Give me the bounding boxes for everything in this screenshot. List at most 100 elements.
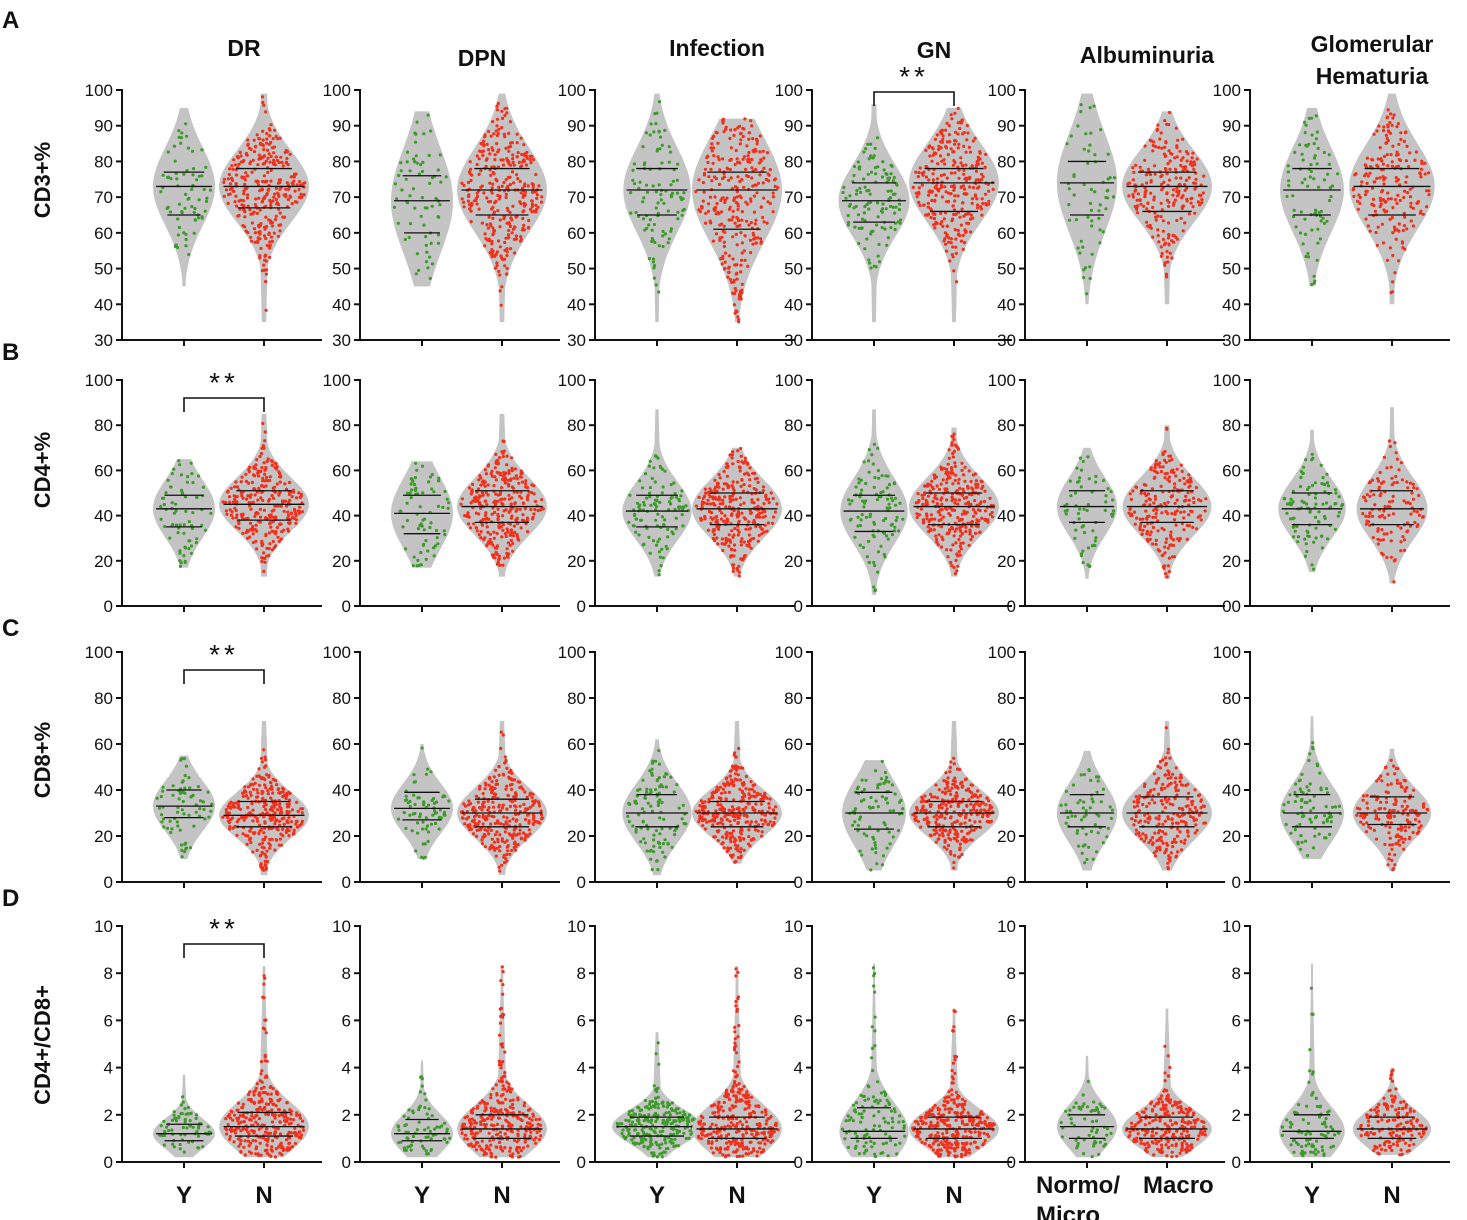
data-point xyxy=(420,464,425,468)
data-point xyxy=(260,188,264,192)
data-point xyxy=(638,507,642,511)
data-point xyxy=(927,193,931,197)
data-point xyxy=(251,819,255,823)
data-point xyxy=(1163,545,1167,549)
data-point xyxy=(754,488,759,492)
data-point xyxy=(485,503,489,507)
data-point xyxy=(1305,529,1309,533)
data-point xyxy=(279,155,283,159)
data-point xyxy=(737,465,742,469)
data-point xyxy=(959,161,963,165)
data-point xyxy=(747,544,751,549)
data-point xyxy=(876,550,881,554)
data-point xyxy=(281,827,285,832)
data-point xyxy=(962,496,967,500)
data-point xyxy=(681,524,685,528)
data-point xyxy=(430,473,434,477)
data-point xyxy=(761,181,765,185)
data-point xyxy=(628,493,632,497)
data-point xyxy=(658,555,663,559)
data-point xyxy=(245,536,250,540)
data-point xyxy=(891,499,895,503)
points-0 xyxy=(159,459,213,569)
data-point xyxy=(1303,131,1307,135)
points-0 xyxy=(155,756,214,859)
data-point xyxy=(262,804,266,809)
data-point xyxy=(263,234,267,238)
data-point xyxy=(254,463,258,467)
data-point xyxy=(507,471,511,475)
data-point xyxy=(730,548,734,552)
data-point xyxy=(967,177,972,181)
data-point xyxy=(957,176,961,180)
data-point xyxy=(184,237,188,242)
data-point xyxy=(723,514,727,518)
data-point xyxy=(1150,139,1154,143)
data-point xyxy=(425,206,429,210)
data-point xyxy=(943,185,947,189)
data-point xyxy=(699,516,703,521)
data-point xyxy=(402,811,406,815)
data-point xyxy=(511,541,515,546)
data-point xyxy=(279,537,283,541)
data-point xyxy=(744,200,748,204)
data-point xyxy=(972,514,976,519)
data-point xyxy=(186,475,190,479)
data-point xyxy=(956,121,960,125)
data-point xyxy=(1128,507,1132,511)
data-point xyxy=(926,525,930,529)
data-point xyxy=(1301,242,1305,246)
data-point xyxy=(748,466,752,470)
data-point xyxy=(1198,203,1202,207)
data-point xyxy=(712,207,716,211)
data-point xyxy=(250,221,254,225)
data-point xyxy=(1365,519,1369,523)
data-point xyxy=(734,232,738,236)
data-point xyxy=(740,282,744,286)
data-point xyxy=(255,795,259,799)
y-tick-label: 0 xyxy=(342,597,351,616)
data-point xyxy=(658,500,662,505)
data-point xyxy=(1387,513,1391,517)
data-point xyxy=(856,515,860,519)
data-point xyxy=(951,245,955,249)
data-point xyxy=(1427,189,1431,193)
data-point xyxy=(946,462,950,466)
data-point xyxy=(1138,517,1142,521)
data-point xyxy=(946,474,951,478)
data-point xyxy=(499,158,503,162)
data-point xyxy=(1360,180,1364,184)
data-point xyxy=(166,205,170,209)
data-point xyxy=(185,169,189,173)
data-point xyxy=(1425,189,1429,193)
data-point xyxy=(277,178,281,182)
data-point xyxy=(1197,498,1201,502)
data-point xyxy=(497,554,501,558)
data-point xyxy=(486,200,491,204)
data-point xyxy=(1182,516,1186,520)
data-point xyxy=(739,138,743,142)
data-point xyxy=(760,511,764,515)
data-point xyxy=(731,450,735,454)
data-point xyxy=(1411,206,1415,210)
data-point xyxy=(1065,502,1069,506)
data-point xyxy=(231,167,235,171)
data-point xyxy=(976,482,980,486)
data-point xyxy=(956,165,960,169)
data-point xyxy=(753,222,758,226)
data-point xyxy=(1329,195,1333,199)
data-point xyxy=(930,517,934,521)
data-point xyxy=(1193,211,1197,215)
data-point xyxy=(889,163,893,167)
data-point xyxy=(1160,553,1164,558)
data-point xyxy=(506,175,511,179)
data-point xyxy=(493,254,497,258)
data-point xyxy=(173,159,177,163)
data-point xyxy=(243,215,247,219)
data-point xyxy=(730,529,734,533)
data-point xyxy=(180,855,184,859)
data-point xyxy=(952,534,956,538)
data-point xyxy=(487,517,491,521)
data-point xyxy=(190,526,194,531)
data-point xyxy=(1394,176,1398,180)
